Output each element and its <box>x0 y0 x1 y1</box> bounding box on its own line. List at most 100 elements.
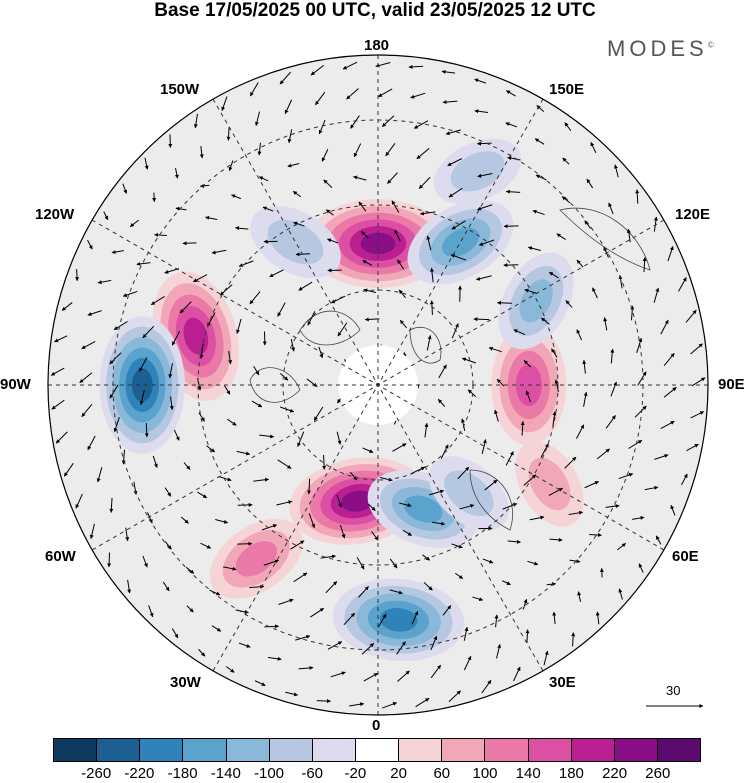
wind-vector <box>313 406 324 421</box>
wind-vector <box>236 318 242 334</box>
wind-vector <box>634 405 647 418</box>
wind-vector <box>576 259 584 268</box>
wind-vector <box>276 500 293 506</box>
wind-vector <box>630 305 635 321</box>
wind-vector <box>416 148 430 160</box>
wind-vector <box>111 250 124 255</box>
wind-vector <box>568 510 584 516</box>
wind-vector <box>258 176 269 182</box>
wind-vector <box>277 302 286 317</box>
anomaly-contour <box>444 470 494 517</box>
wind-vector <box>186 605 194 613</box>
wind-vector <box>308 513 316 529</box>
wind-vector <box>529 515 545 521</box>
label-150w: 150W <box>160 81 200 98</box>
wind-vector <box>107 552 112 568</box>
wind-vector <box>389 558 398 569</box>
wind-vector <box>385 143 396 157</box>
wind-vector <box>382 702 398 709</box>
wind-vector <box>419 211 436 216</box>
wind-vector <box>484 479 498 491</box>
wind-vector <box>199 145 204 159</box>
wind-vector <box>408 64 424 69</box>
wind-vector <box>605 504 620 509</box>
wind-vector <box>513 666 521 682</box>
wind-vector <box>75 493 83 509</box>
wind-vector <box>205 215 218 220</box>
wind-vector <box>297 431 305 447</box>
wind-vector <box>226 127 231 141</box>
colorbar-tick-label: -100 <box>253 765 285 782</box>
wind-vector <box>655 535 662 545</box>
wind-vector <box>474 109 489 114</box>
colorbar-bin <box>656 739 701 761</box>
wind-vector <box>364 317 380 322</box>
wind-vector <box>445 129 461 136</box>
wind-vector <box>551 348 558 358</box>
wind-vector <box>463 655 472 671</box>
colorbar-bin <box>225 739 269 761</box>
wind-vector <box>192 274 208 283</box>
wind-vector <box>437 398 446 407</box>
wind-vector <box>540 443 549 458</box>
wind-vector <box>263 559 279 566</box>
colorbar-bin <box>441 739 485 761</box>
wind-vector <box>476 141 492 146</box>
wind-vector <box>660 420 675 429</box>
wind-vector <box>87 239 93 250</box>
wind-vector <box>254 680 266 686</box>
colorbar-tick-label: 260 <box>645 765 671 782</box>
wind-vector <box>343 612 356 626</box>
wind-vector <box>505 122 518 128</box>
anomaly-contour <box>235 541 277 577</box>
wind-vector <box>644 485 659 491</box>
colorbar-bin <box>311 739 355 761</box>
wind-vector <box>392 443 407 452</box>
vector-reference-label: 30 <box>666 683 681 698</box>
wind-vector <box>164 487 172 497</box>
wind-vector <box>552 611 557 625</box>
wind-vector <box>122 290 138 297</box>
wind-vector <box>358 201 367 212</box>
wind-vector <box>584 220 592 229</box>
wind-vector <box>690 411 705 419</box>
wind-vector <box>368 503 376 511</box>
wind-vector <box>215 518 229 524</box>
wind-vector <box>391 200 400 213</box>
anomaly-contour <box>341 490 375 512</box>
anomaly-contour <box>183 317 209 355</box>
wind-vector <box>398 289 406 299</box>
wind-vector <box>686 443 699 452</box>
wind-vector <box>183 462 191 470</box>
wind-vector <box>346 88 359 100</box>
wind-vector <box>429 300 434 315</box>
wind-vector <box>249 291 261 305</box>
wind-vector <box>378 88 393 98</box>
wind-vector <box>113 417 120 433</box>
wind-vector <box>532 209 545 216</box>
wind-vector <box>336 495 342 508</box>
colorbar-tick-label: -220 <box>124 765 155 782</box>
wind-vector <box>506 90 516 97</box>
wind-vector <box>402 529 412 537</box>
wind-vector <box>524 288 537 294</box>
wind-vector <box>605 415 616 429</box>
wind-vector <box>663 386 677 398</box>
wind-vector <box>339 524 346 539</box>
wind-vector <box>209 589 221 596</box>
wind-vector <box>636 337 643 353</box>
colorbar-tick-label: -180 <box>167 765 198 782</box>
wind-vector <box>211 249 227 255</box>
wind-vector <box>523 360 531 368</box>
wind-vector <box>219 476 232 482</box>
wind-vector <box>503 224 519 229</box>
wind-vector <box>55 431 68 444</box>
label-120w: 120W <box>35 206 75 223</box>
wind-vector <box>527 246 541 252</box>
wind-vector <box>181 516 189 524</box>
wind-vector <box>442 100 458 105</box>
wind-vector <box>363 288 377 293</box>
wind-vector <box>292 190 302 198</box>
wind-vector <box>413 120 429 129</box>
wind-vector <box>399 502 412 508</box>
